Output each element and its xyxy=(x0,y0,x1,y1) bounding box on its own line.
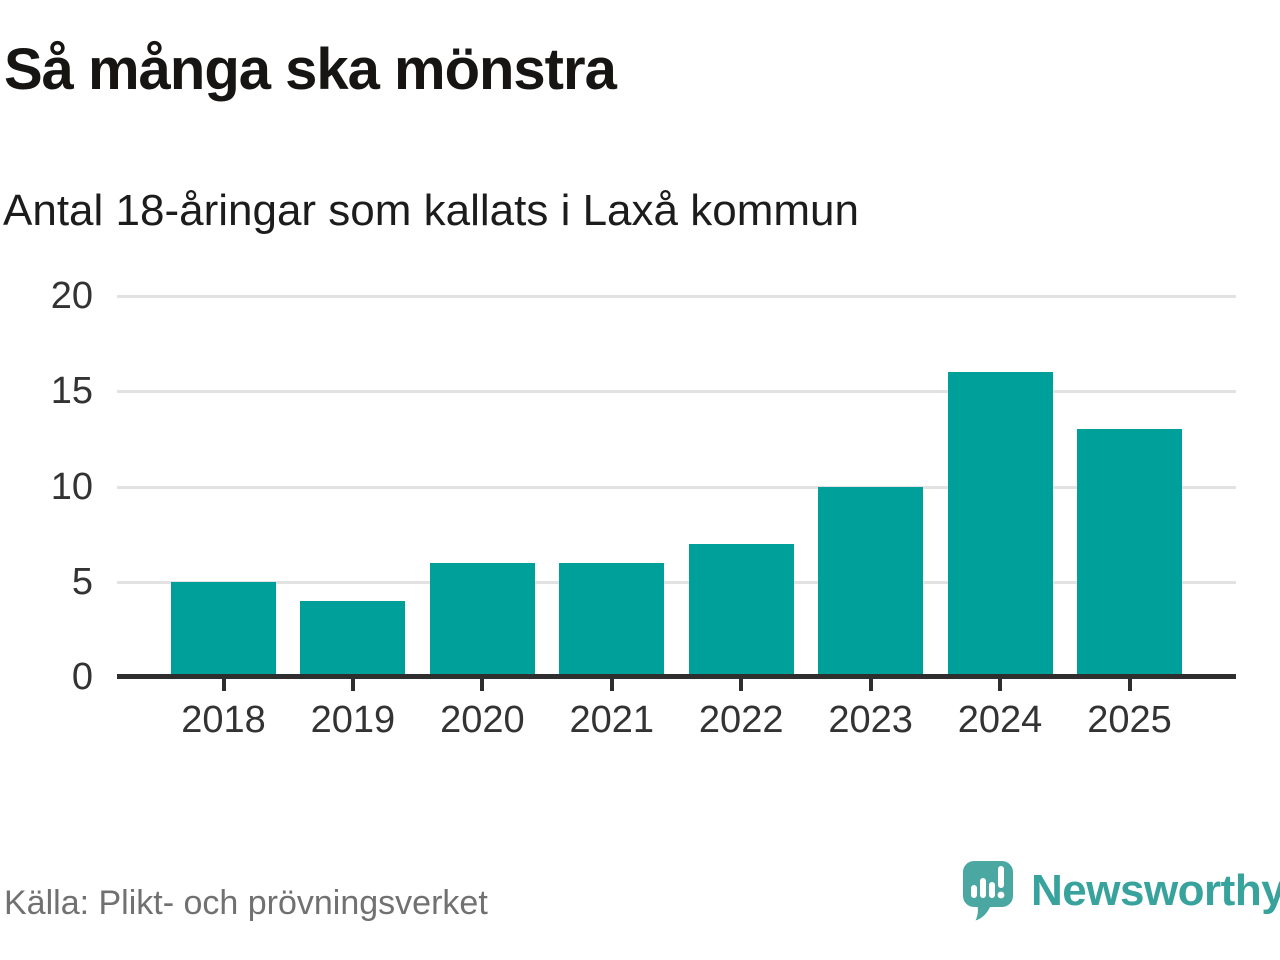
y-axis-label-5: 5 xyxy=(71,560,93,603)
x-tick-2024 xyxy=(998,677,1003,691)
x-tick-2019 xyxy=(350,677,355,691)
x-tick-2023 xyxy=(868,677,873,691)
logo-speech-bubble xyxy=(963,861,1013,921)
y-axis-label-15: 15 xyxy=(50,370,93,413)
x-axis-label-2024: 2024 xyxy=(957,699,1043,741)
x-axis-label-2023: 2023 xyxy=(828,699,913,741)
x-tick-2018 xyxy=(221,677,226,691)
bar-2018 xyxy=(171,581,276,677)
gridline-20 xyxy=(117,295,1236,298)
chart-subtitle: Antal 18-åringar som kallats i Laxå komm… xyxy=(3,186,859,235)
y-axis-label-0: 0 xyxy=(71,656,93,698)
x-tick-2025 xyxy=(1127,677,1132,691)
bar-2019 xyxy=(300,600,406,677)
bar-2023 xyxy=(818,486,924,677)
y-axis-label-10: 10 xyxy=(50,465,93,508)
logo-bar-1 xyxy=(971,885,977,898)
bar-2021 xyxy=(559,562,665,677)
chart-title: Så många ska mönstra xyxy=(4,37,617,102)
x-axis-line xyxy=(117,674,1236,679)
x-axis-label-2019: 2019 xyxy=(310,699,396,741)
brand-logo: Newsworthy xyxy=(963,860,1280,926)
x-axis-label-2022: 2022 xyxy=(698,699,784,741)
x-axis-label-2025: 2025 xyxy=(1087,699,1172,741)
bar-2022 xyxy=(688,543,794,677)
x-axis-label-2020: 2020 xyxy=(440,699,525,741)
logo-bar-2 xyxy=(980,878,986,898)
x-axis-label-2021: 2021 xyxy=(569,699,655,741)
x-tick-2021 xyxy=(609,677,614,691)
y-axis-label-20: 20 xyxy=(50,275,93,317)
gridline-10 xyxy=(117,485,1236,489)
brand-name: Newsworthy xyxy=(1031,866,1280,915)
logo-exclamation-dot xyxy=(997,891,1005,899)
bar-2020 xyxy=(429,562,535,677)
source-note: Källa: Plikt- och prövningsverket xyxy=(4,884,488,922)
x-tick-2020 xyxy=(480,677,485,691)
bar-chart: 0 5 10 15 20 2018 2019 2020 2021 2022 2023 2024 2025 xyxy=(0,275,1280,766)
gridline-15 xyxy=(117,390,1236,394)
x-tick-2022 xyxy=(739,677,744,691)
x-axis-label-2018: 2018 xyxy=(181,699,266,741)
bar-2025 xyxy=(1077,429,1182,677)
gridline-5 xyxy=(117,580,1236,584)
newsworthy-logo-icon xyxy=(963,861,1013,921)
bar-2024 xyxy=(947,372,1053,677)
logo-exclamation-stem xyxy=(998,866,1004,888)
logo-bar-3 xyxy=(989,882,995,898)
